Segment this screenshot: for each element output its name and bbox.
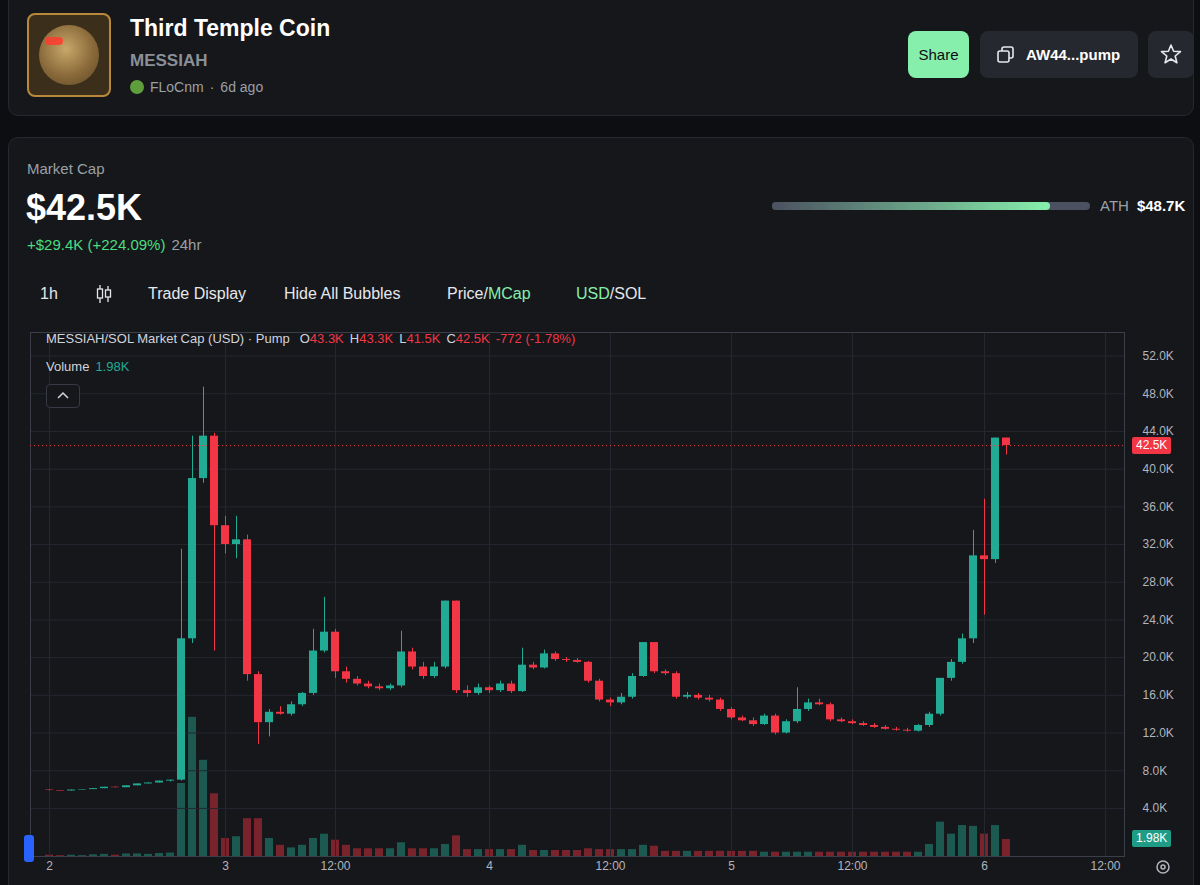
svg-text:12:00: 12:00 (1090, 859, 1120, 873)
html-text:ATH: ATH (1100, 197, 1129, 214)
html-text:Hide All Bubbles: Hide All Bubbles (284, 285, 401, 302)
svg-text:24.0K: 24.0K (1143, 613, 1174, 627)
html-text:MESSIAH/SOL Market Cap (USD) ·: MESSIAH/SOL Market Cap (USD) · Pump (46, 331, 290, 346)
html-text:+$29.4K (+224.09%) 24hr: +$29.4K (+224.09%) 24hr (27, 236, 202, 253)
html-text:1.98K: 1.98K (1136, 831, 1168, 846)
svg-text:5: 5 (728, 859, 735, 873)
svg-text:40.0K: 40.0K (1143, 462, 1174, 476)
svg-text:16.0K: 16.0K (1143, 688, 1174, 702)
svg-text:44.0K: 44.0K (1142, 424, 1174, 439)
svg-text:32.0K: 32.0K (1143, 537, 1174, 551)
html-text:USD / SOL: USD / SOL (576, 285, 647, 302)
svg-text:2: 2 (46, 859, 53, 873)
svg-text:36.0K: 36.0K (1143, 500, 1174, 514)
svg-text:52.0K: 52.0K (1143, 349, 1174, 363)
svg-text:12:00: 12:00 (837, 859, 867, 873)
html-text:Third Temple Coin: Third Temple Coin (130, 15, 331, 41)
html-text:42.5K: 42.5K (1136, 437, 1168, 452)
html-text:O 43.3K H 43.3K L 41.5K C 42.5: O 43.3K H 43.3K L 41.5K C 42.5K -772 (-1… (299, 331, 576, 346)
svg-text:12:00: 12:00 (595, 859, 625, 873)
html-text:MESSIAH: MESSIAH (130, 51, 208, 70)
svg-text:12:00: 12:00 (320, 859, 350, 873)
html-text:AW44...pump: AW44...pump (1026, 46, 1121, 63)
html-text:Trade Display: Trade Display (148, 285, 247, 302)
html-text:Share: Share (918, 46, 959, 63)
html-text:Volume 1.98K: Volume 1.98K (46, 359, 130, 374)
svg-text:48.0K: 48.0K (1143, 387, 1174, 401)
svg-text:4.0K: 4.0K (1143, 801, 1168, 815)
svg-text:6: 6 (981, 859, 988, 873)
html-text:$42.5K: $42.5K (26, 187, 143, 228)
html-text:Price / MCap: Price / MCap (447, 285, 531, 302)
svg-text:20.0K: 20.0K (1143, 650, 1174, 664)
html-text:FLoCnm · 6d ago: FLoCnm · 6d ago (150, 79, 264, 95)
svg-text:3: 3 (222, 859, 229, 873)
html-text:1h: 1h (40, 285, 58, 302)
svg-text:12.0K: 12.0K (1143, 726, 1174, 740)
html-text:Market Cap: Market Cap (27, 160, 105, 177)
svg-text:28.0K: 28.0K (1143, 575, 1174, 589)
svg-text:4: 4 (486, 859, 493, 873)
html-text:$48.7K: $48.7K (1136, 197, 1186, 214)
svg-text:8.0K: 8.0K (1143, 764, 1168, 778)
